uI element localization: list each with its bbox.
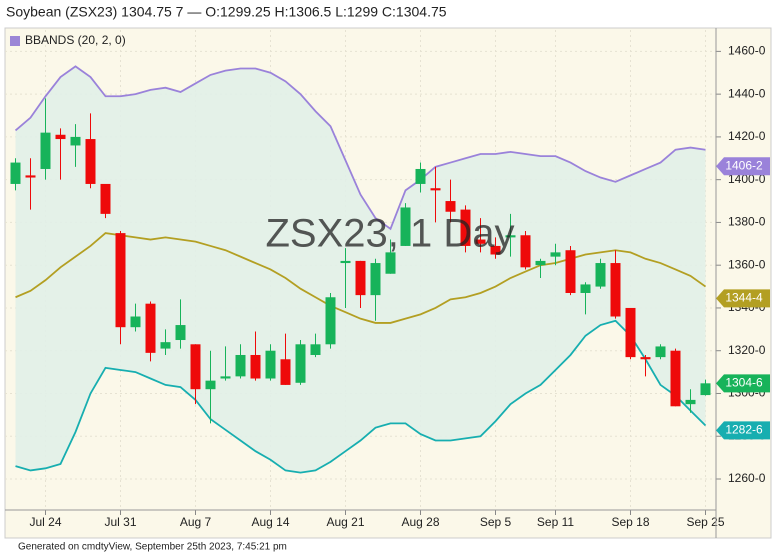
legend-label: BBANDS (20, 2, 0) [25, 33, 126, 47]
x-tick-label: Sep 5 [480, 515, 512, 529]
candle-body [535, 260, 546, 266]
x-tick-label: Sep 11 [537, 515, 574, 529]
candle-body [415, 168, 426, 184]
last-value-label: 1406-2 [725, 158, 763, 172]
last-value-badge [716, 289, 770, 308]
candle-body [10, 162, 21, 184]
chart-title: Soybean (ZSX23) 1304.75 7 — O:1299.25 H:… [6, 4, 447, 20]
candle-body [670, 350, 681, 407]
candle-body [490, 245, 501, 255]
x-tick-label: Jul 24 [29, 515, 61, 529]
x-tick-label: Aug 7 [180, 515, 212, 529]
y-tick-label: 1380-0 [728, 215, 766, 229]
last-value-badge [716, 421, 770, 440]
watermark: ZSX23, 1 Day [265, 212, 514, 256]
y-tick-label: 1440-0 [728, 86, 766, 100]
candle-body [565, 250, 576, 293]
candle-body [70, 136, 81, 146]
candle-body [235, 354, 246, 377]
x-tick-label: Aug 14 [251, 515, 289, 529]
candle-body [400, 207, 411, 246]
candle-body [100, 183, 111, 214]
candle-body [55, 134, 66, 140]
candle-body [115, 233, 126, 328]
candle-body [265, 350, 276, 379]
candle-body [250, 354, 261, 379]
candle-body [25, 175, 36, 178]
candle-body [280, 359, 291, 385]
plot [5, 30, 716, 510]
candle-body [595, 263, 606, 287]
y-tick-label: 1360-0 [728, 257, 766, 271]
candle-body [685, 399, 696, 405]
candle-body [370, 263, 381, 296]
candle-body [385, 252, 396, 274]
candle-body [700, 383, 711, 396]
last-value-label: 1344-4 [725, 291, 763, 305]
y-tick-label: 1260-0 [728, 471, 766, 485]
candle-body [625, 307, 636, 358]
candle-body [130, 316, 141, 328]
candle-body [175, 325, 186, 341]
legend-swatch [10, 36, 20, 46]
footer: Generated on cmdtyView, September 25th 2… [18, 542, 287, 553]
candle-body [40, 132, 51, 169]
candle-body [550, 252, 561, 257]
candle-body [505, 235, 516, 238]
candle-body [145, 303, 156, 353]
candle-body [310, 344, 321, 355]
candle-body [520, 235, 531, 268]
candle-body [220, 376, 231, 379]
last-value-badge [716, 157, 770, 176]
candle-body [475, 239, 486, 244]
x-tick-label: Sep 18 [611, 515, 649, 529]
x-tick-label: Aug 28 [401, 515, 439, 529]
x-tick-label: Jul 31 [104, 515, 136, 529]
candle-body [355, 260, 366, 296]
candle-body [340, 260, 351, 264]
candle-body [295, 344, 306, 383]
candle-body [325, 297, 336, 345]
y-tick-label: 1460-0 [728, 44, 766, 58]
candle-body [610, 263, 621, 317]
band-line-upper [14, 65, 706, 231]
candle-body [655, 346, 666, 358]
x-tick-label: Aug 21 [326, 515, 364, 529]
x-tick-label: Sep 25 [686, 515, 724, 529]
candle-body [205, 380, 216, 390]
candle-body [430, 188, 441, 191]
candle-body [460, 209, 471, 246]
y-tick-label: 1420-0 [728, 129, 766, 143]
last-value-label: 1282-6 [725, 423, 763, 437]
y-tick-label: 1400-0 [728, 172, 766, 186]
candle-body [445, 201, 456, 212]
y-tick-label: 1320-0 [728, 343, 766, 357]
band-line-middle [15, 232, 707, 324]
candle-body [580, 284, 591, 293]
candle-body [640, 357, 651, 360]
candle-body [190, 344, 201, 390]
last-value-badge [716, 374, 770, 393]
last-value-label: 1304-6 [725, 375, 763, 389]
candle-body [160, 342, 171, 349]
band-line-lower [15, 319, 707, 474]
candle-body [85, 139, 96, 184]
